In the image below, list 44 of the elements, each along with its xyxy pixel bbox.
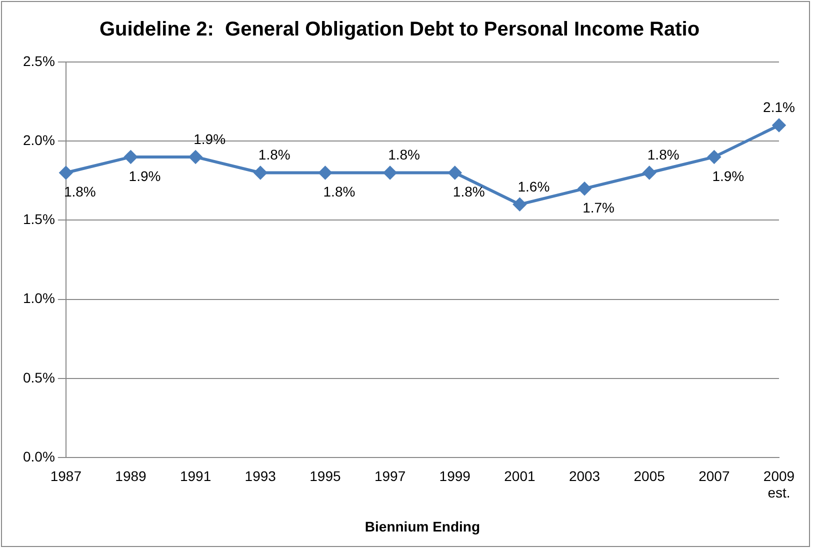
x-tick-label: 2003 (568, 468, 600, 484)
point (448, 166, 462, 180)
x-tick-label: 1999 (439, 468, 471, 484)
data-label: 1.8% (64, 184, 96, 200)
data-label: 1.7% (582, 199, 614, 216)
point (772, 118, 786, 132)
y-tick-label: 2.5% (22, 52, 55, 69)
y-tick-label: 0.5% (22, 369, 55, 386)
data-label: 2.1% (763, 99, 795, 116)
data-label: 1.8% (452, 184, 485, 200)
point (513, 198, 526, 211)
x-tick-label: 1993 (244, 468, 276, 484)
x-tick-label: 2001 (504, 468, 536, 484)
data-label: 1.9% (128, 168, 161, 184)
x-tick-label: 2009 est. (763, 468, 795, 501)
x-tick-label: 1997 (374, 468, 406, 484)
point (642, 166, 656, 180)
data-label: 1.8% (258, 146, 290, 163)
point (318, 166, 332, 180)
y-tick-label: 2.0% (22, 132, 55, 148)
point (124, 150, 138, 164)
data-label: 1.8% (647, 146, 680, 163)
point (189, 150, 202, 164)
point (708, 150, 721, 164)
x-tick-label: 2007 (698, 468, 730, 484)
chart-title: Guideline 2: General Obligation Debt to Personal Income Ratio (99, 18, 700, 41)
data-label: 1.8% (388, 146, 420, 163)
point (59, 166, 72, 180)
x-axis-title: Biennium Ending (364, 518, 480, 534)
y-tick-label: 1.0% (22, 290, 55, 306)
x-tick-label: 1995 (310, 468, 341, 484)
x-tick-label: 2005 (634, 468, 666, 484)
point (578, 182, 592, 196)
x-tick-label: 1987 (50, 468, 82, 484)
y-tick-label: 0.0% (22, 448, 55, 464)
y-tick-label: 1.5% (22, 211, 55, 228)
data-label: 1.6% (518, 178, 550, 194)
data-label: 1.9% (194, 130, 226, 147)
x-tick-label: 1989 (115, 468, 147, 484)
data-label: 1.9% (712, 168, 744, 184)
data-label: 1.8% (323, 184, 356, 200)
point (254, 166, 267, 180)
point (384, 166, 397, 180)
x-tick-label: 1991 (180, 468, 212, 484)
